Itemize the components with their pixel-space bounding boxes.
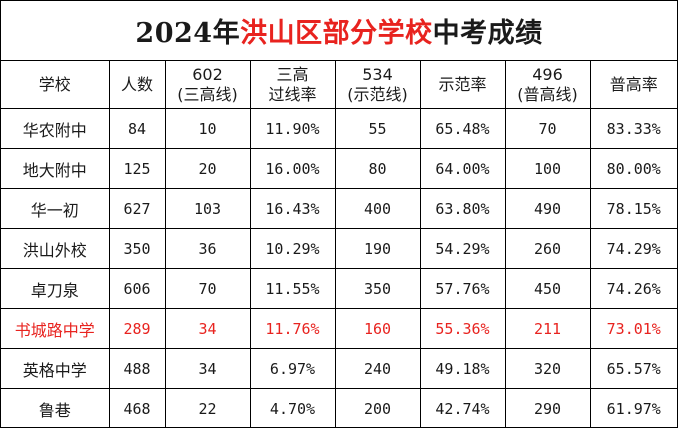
title-prefix: 2024年 bbox=[135, 18, 241, 49]
table-title: 2024年 洪山区部分学校 中考成绩 bbox=[1, 1, 677, 61]
cell-rate534: 55.36% bbox=[419, 308, 506, 349]
cell-line496: 450 bbox=[504, 268, 591, 309]
cell-rate534: 49.18% bbox=[419, 348, 506, 389]
cell-line602: 36 bbox=[164, 228, 251, 269]
cell-count: 84 bbox=[108, 108, 166, 149]
cell-line602: 34 bbox=[164, 348, 251, 389]
cell-rate496: 61.97% bbox=[589, 388, 677, 428]
header-row: 学校 人数 602 (三高线) 三高 过线率 534 (示范线) 示范率 496 (普高… bbox=[1, 61, 677, 109]
cell-line602: 103 bbox=[164, 188, 251, 229]
cell-count: 627 bbox=[108, 188, 166, 229]
cell-rate496: 74.26% bbox=[589, 268, 677, 309]
header-line602: 602 (三高线) bbox=[164, 61, 251, 109]
cell-line602: 34 bbox=[164, 308, 251, 349]
header-count: 人数 bbox=[108, 61, 166, 109]
table-body: 华农附中 84 10 11.90% 55 65.48% 70 83.33% 地大附中 125 20 1… bbox=[1, 108, 677, 428]
table-row: 华农附中 84 10 11.90% 55 65.48% 70 83.33% bbox=[1, 108, 677, 149]
cell-rate602: 16.00% bbox=[249, 148, 336, 189]
cell-rate496: 73.01% bbox=[589, 308, 677, 349]
cell-rate496: 83.33% bbox=[589, 108, 677, 149]
cell-rate534: 54.29% bbox=[419, 228, 506, 269]
cell-school: 鲁巷 bbox=[1, 388, 110, 428]
cell-rate602: 11.55% bbox=[249, 268, 336, 309]
table-row: 华一初 627 103 16.43% 400 63.80% 490 78.15% bbox=[1, 188, 677, 229]
header-rate534: 示范率 bbox=[419, 61, 506, 109]
cell-school: 地大附中 bbox=[1, 148, 110, 189]
cell-count: 606 bbox=[108, 268, 166, 309]
cell-school: 书城路中学 bbox=[1, 308, 110, 349]
cell-count: 125 bbox=[108, 148, 166, 189]
cell-rate534: 42.74% bbox=[419, 388, 506, 428]
cell-rate602: 11.76% bbox=[249, 308, 336, 349]
cell-rate602: 10.29% bbox=[249, 228, 336, 269]
cell-rate496: 65.57% bbox=[589, 348, 677, 389]
cell-line534: 80 bbox=[334, 148, 421, 189]
table-row: 英格中学 488 34 6.97% 240 49.18% 320 65.57% bbox=[1, 348, 677, 389]
cell-line534: 190 bbox=[334, 228, 421, 269]
cell-rate602: 4.70% bbox=[249, 388, 336, 428]
cell-line496: 70 bbox=[504, 108, 591, 149]
cell-rate534: 65.48% bbox=[419, 108, 506, 149]
cell-rate534: 64.00% bbox=[419, 148, 506, 189]
cell-count: 488 bbox=[108, 348, 166, 389]
cell-line602: 20 bbox=[164, 148, 251, 189]
cell-line534: 240 bbox=[334, 348, 421, 389]
cell-school: 卓刀泉 bbox=[1, 268, 110, 309]
header-rate602: 三高 过线率 bbox=[249, 61, 336, 109]
header-line534: 534 (示范线) bbox=[334, 61, 421, 109]
cell-school: 华农附中 bbox=[1, 108, 110, 149]
header-line496: 496 (普高线) bbox=[504, 61, 591, 109]
cell-line534: 350 bbox=[334, 268, 421, 309]
cell-rate496: 74.29% bbox=[589, 228, 677, 269]
cell-line534: 200 bbox=[334, 388, 421, 428]
header-school: 学校 bbox=[1, 61, 110, 109]
cell-line496: 100 bbox=[504, 148, 591, 189]
cell-count: 468 bbox=[108, 388, 166, 428]
cell-rate602: 6.97% bbox=[249, 348, 336, 389]
cell-rate496: 78.15% bbox=[589, 188, 677, 229]
score-table: 学校 人数 602 (三高线) 三高 过线率 534 (示范线) 示范率 496 (普高… bbox=[1, 61, 677, 428]
title-highlight: 洪山区部分学校 bbox=[240, 18, 433, 49]
cell-line496: 260 bbox=[504, 228, 591, 269]
cell-rate534: 57.76% bbox=[419, 268, 506, 309]
cell-school: 华一初 bbox=[1, 188, 110, 229]
cell-rate534: 63.80% bbox=[419, 188, 506, 229]
cell-line496: 320 bbox=[504, 348, 591, 389]
cell-rate602: 16.43% bbox=[249, 188, 336, 229]
cell-line496: 490 bbox=[504, 188, 591, 229]
table-row: 地大附中 125 20 16.00% 80 64.00% 100 80.00% bbox=[1, 148, 677, 189]
cell-line534: 55 bbox=[334, 108, 421, 149]
cell-count: 289 bbox=[108, 308, 166, 349]
cell-line602: 70 bbox=[164, 268, 251, 309]
cell-line602: 22 bbox=[164, 388, 251, 428]
cell-line534: 400 bbox=[334, 188, 421, 229]
cell-rate602: 11.90% bbox=[249, 108, 336, 149]
cell-line534: 160 bbox=[334, 308, 421, 349]
cell-line496: 290 bbox=[504, 388, 591, 428]
cell-line496: 211 bbox=[504, 308, 591, 349]
table-row: 洪山外校 350 36 10.29% 190 54.29% 260 74.29% bbox=[1, 228, 677, 269]
cell-count: 350 bbox=[108, 228, 166, 269]
title-suffix: 中考成绩 bbox=[432, 18, 543, 49]
cell-rate496: 80.00% bbox=[589, 148, 677, 189]
table-row: 卓刀泉 606 70 11.55% 350 57.76% 450 74.26% bbox=[1, 268, 677, 309]
table-row: 书城路中学 289 34 11.76% 160 55.36% 211 73.01% bbox=[1, 308, 677, 349]
cell-line602: 10 bbox=[164, 108, 251, 149]
header-rate496: 普高率 bbox=[589, 61, 677, 109]
cell-school: 洪山外校 bbox=[1, 228, 110, 269]
table-row: 鲁巷 468 22 4.70% 200 42.74% 290 61.97% bbox=[1, 388, 677, 428]
cell-school: 英格中学 bbox=[1, 348, 110, 389]
